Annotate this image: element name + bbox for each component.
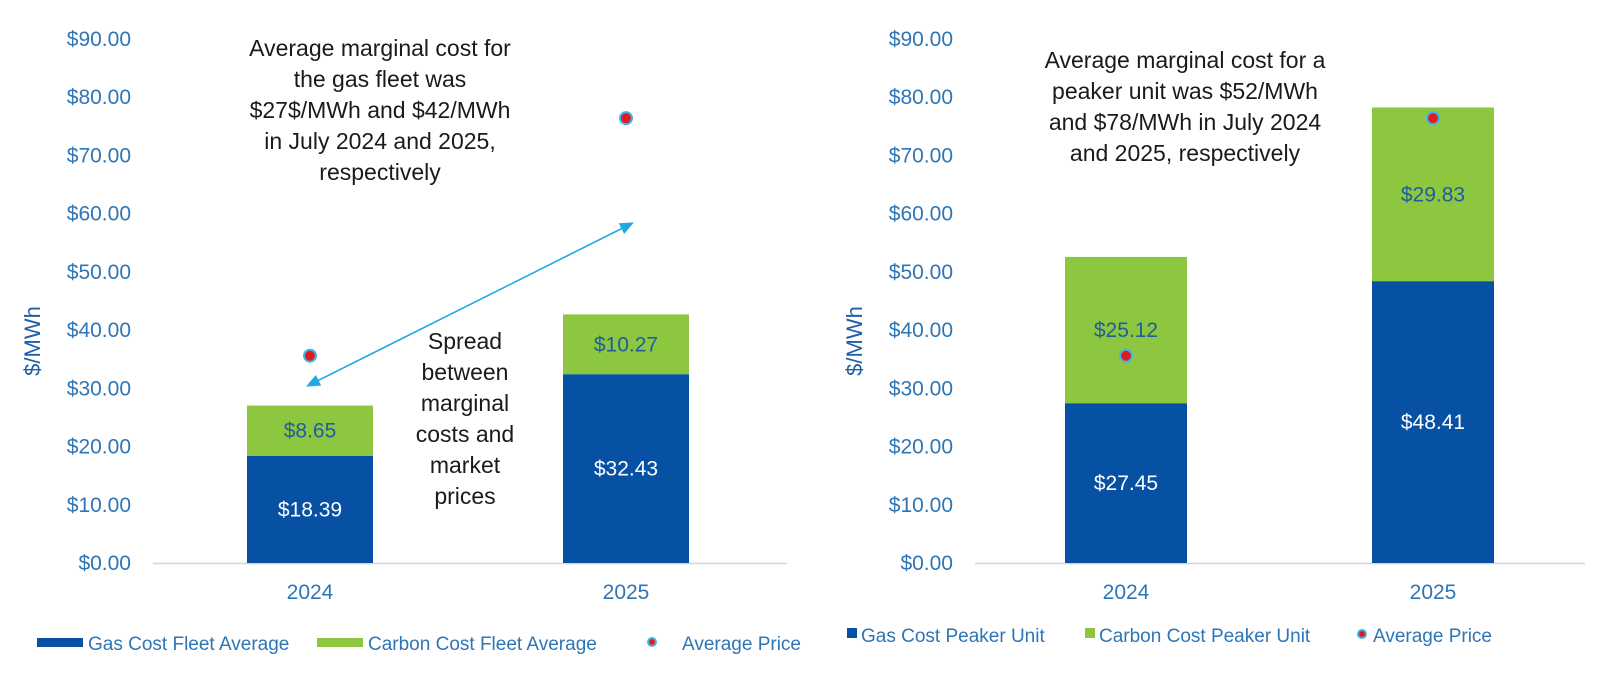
chart-panel-1: $0.00 $10.00 $20.00 $30.00 $40.00 $50.00 $60.0… [20, 28, 787, 604]
average-price-point-2025 [619, 111, 633, 126]
annotation-line: peaker unit was $52/MWh [1052, 78, 1318, 104]
legend-label-gas: Gas Cost Fleet Average [88, 634, 289, 655]
y-tick-label: $50.00 [67, 261, 131, 284]
spread-arrow-head-start [306, 374, 322, 387]
annotation-text: Average marginal cost for the gas fleet w… [249, 35, 511, 185]
x-tick-label: 2025 [1410, 581, 1457, 604]
x-tick-label: 2025 [603, 581, 650, 604]
y-tick-label: $0.00 [78, 552, 131, 575]
annotation-line: marginal [421, 390, 509, 416]
legend-swatch-carbon [317, 638, 363, 647]
annotation-line: and 2025, respectively [1070, 140, 1301, 166]
annotation-line: in July 2024 and 2025, [264, 128, 495, 154]
annotation-line: Average marginal cost for [249, 35, 511, 61]
y-tick-label: $50.00 [889, 261, 953, 284]
annotation-line: between [422, 359, 509, 385]
data-label-carbon-2025: $29.83 [1401, 183, 1465, 206]
y-tick-label: $30.00 [67, 377, 131, 400]
bar-gas-2024 [1065, 403, 1187, 563]
bar-carbon-2025 [563, 314, 689, 375]
y-tick-label: $20.00 [67, 436, 131, 459]
y-tick-label: $80.00 [889, 86, 953, 109]
y-tick-label: $40.00 [67, 319, 131, 342]
y-tick-label: $40.00 [889, 319, 953, 342]
bar-carbon-2024 [1065, 256, 1187, 404]
legend-label-gas: Gas Cost Peaker Unit [861, 626, 1045, 647]
annotation-line: Spread [428, 328, 502, 354]
data-label-carbon-2024: $25.12 [1094, 319, 1158, 342]
bar-carbon-2024 [247, 405, 373, 456]
bar-gas-2024 [247, 455, 373, 563]
legend-label-price: Average Price [682, 634, 801, 655]
chart-panel-2: $0.00 $10.00 $20.00 $30.00 $40.00 $50.00 $60.0… [842, 28, 1585, 604]
average-price-point-2025 [1426, 111, 1440, 126]
legend-label-carbon: Carbon Cost Peaker Unit [1099, 626, 1311, 647]
data-label-gas-2025: $32.43 [594, 458, 658, 481]
spread-arrow-line [315, 226, 625, 383]
y-tick-label: $60.00 [67, 203, 131, 226]
bar-carbon-2025 [1372, 107, 1494, 282]
annotation-line: respectively [319, 159, 441, 185]
legend-swatch-price [1357, 629, 1367, 639]
average-price-point-2024 [303, 348, 317, 363]
legend-left: Gas Cost Fleet Average Carbon Cost Fleet … [37, 634, 801, 655]
data-label-gas-2024: $18.39 [278, 498, 342, 521]
annotation-line: costs and [416, 421, 514, 447]
y-axis-label: $/MWh [20, 306, 45, 376]
annotation-line: and $78/MWh in July 2024 [1049, 109, 1322, 135]
annotation-line: Average marginal cost for a [1045, 47, 1326, 73]
y-tick-label: $70.00 [889, 144, 953, 167]
annotation-line: prices [434, 483, 495, 509]
annotation-line: $27$/MWh and $42/MWh [250, 97, 511, 123]
legend-swatch-carbon [1085, 628, 1095, 638]
y-tick-label: $90.00 [889, 28, 953, 51]
annotation-text: Spread between marginal costs and market pric… [416, 328, 514, 509]
y-tick-label: $60.00 [889, 203, 953, 226]
annotation-line: market [430, 452, 501, 478]
legend-right: Gas Cost Peaker Unit Carbon Cost Peaker U… [847, 626, 1492, 647]
bar-gas-2025 [1372, 281, 1494, 563]
y-axis-label: $/MWh [842, 306, 867, 376]
x-tick-label: 2024 [287, 581, 334, 604]
annotation-line: the gas fleet was [294, 66, 467, 92]
data-label-carbon-2025: $10.27 [594, 333, 658, 356]
spread-arrow-head-end [618, 222, 634, 235]
average-price-point-2024 [1119, 348, 1133, 363]
x-tick-label: 2024 [1103, 581, 1150, 604]
y-tick-label: $30.00 [889, 377, 953, 400]
spread-arrow [306, 222, 634, 387]
data-label-carbon-2024: $8.65 [284, 420, 337, 443]
y-tick-label: $20.00 [889, 436, 953, 459]
annotation-text: Average marginal cost for a peaker unit w… [1045, 47, 1326, 166]
legend-swatch-price [647, 637, 657, 647]
y-tick-label: $70.00 [67, 144, 131, 167]
data-label-gas-2025: $48.41 [1401, 411, 1465, 434]
legend-swatch-gas [37, 638, 83, 647]
y-tick-label: $0.00 [900, 552, 953, 575]
y-tick-label: $10.00 [67, 494, 131, 517]
legend-label-price: Average Price [1373, 626, 1492, 647]
y-tick-label: $90.00 [67, 28, 131, 51]
data-label-gas-2024: $27.45 [1094, 472, 1158, 495]
legend-label-carbon: Carbon Cost Fleet Average [368, 634, 597, 655]
y-tick-label: $10.00 [889, 494, 953, 517]
bar-gas-2025 [563, 374, 689, 563]
y-tick-label: $80.00 [67, 86, 131, 109]
legend-swatch-gas [847, 628, 857, 638]
